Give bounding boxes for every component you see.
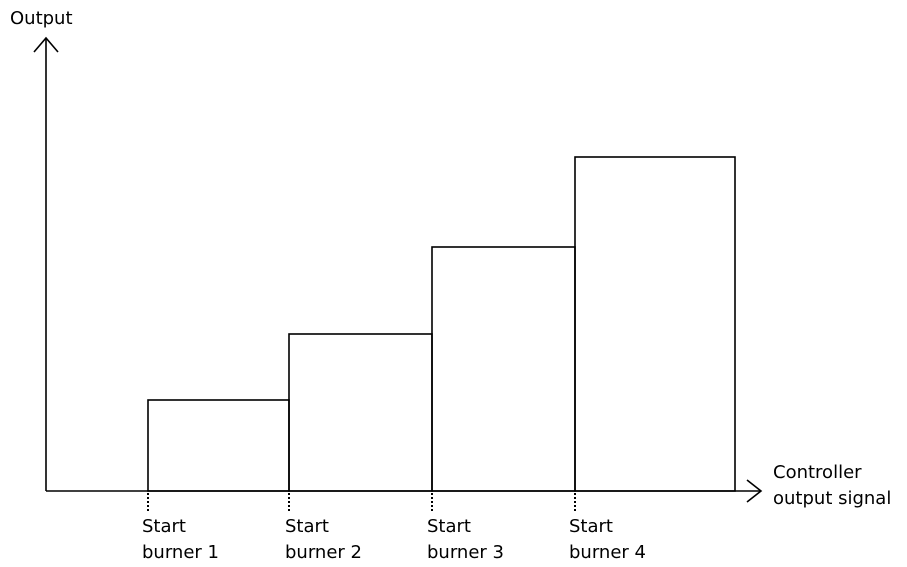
x-axis-arrow [746,479,763,503]
axes [33,36,763,503]
burner-2-label-line1: Start [285,516,329,537]
burner-4-label-line2: burner 4 [569,542,646,563]
burner-1-label-line1: Start [142,516,186,537]
burner-3-label-line2: burner 3 [427,542,504,563]
step-bar-burner-4 [574,156,736,492]
burner-start-ticks [147,493,576,513]
x-axis-label-line1: Controller [773,462,862,483]
step-bar-burner-1 [147,399,290,492]
x-axis-label-line2: output signal [773,488,891,509]
y-axis-label: Output [10,8,73,29]
step-bars [147,156,736,492]
step-bar-burner-2 [288,333,433,492]
y-axis-arrow [33,36,59,53]
burner-1-label-line2: burner 1 [142,542,219,563]
step-bar-burner-3 [431,246,576,492]
burner-3-label-line1: Start [427,516,471,537]
burner-2-label-line2: burner 2 [285,542,362,563]
burner-labels: Start burner 1 Start burner 2 Start burn… [142,516,646,563]
burner-4-label-line1: Start [569,516,613,537]
